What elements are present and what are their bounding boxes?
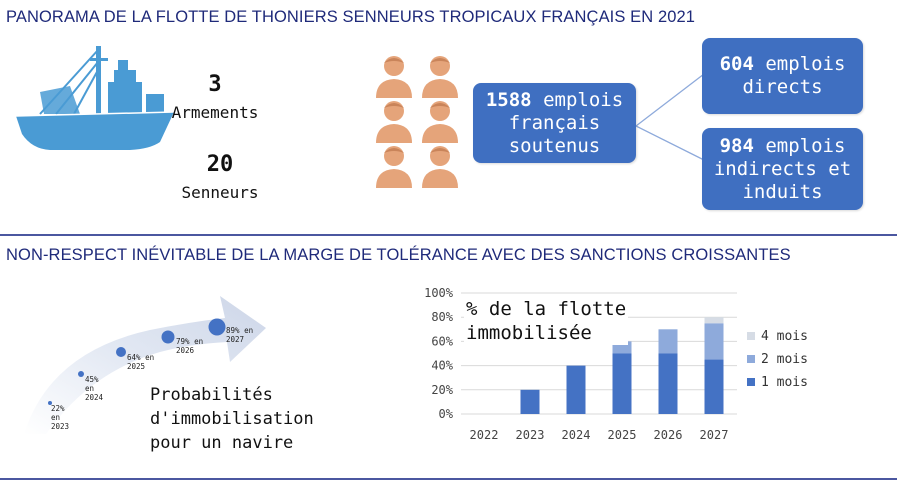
legend-label: 1 mois bbox=[761, 375, 808, 390]
senneurs-value: 20 bbox=[206, 152, 234, 177]
jobs-direct-number: 604 bbox=[719, 53, 754, 75]
chart-title: % de la flotte immobilisée bbox=[464, 297, 629, 345]
jobs-indirect-line2: indirects et bbox=[713, 157, 852, 180]
prob-label-2025: 64% en 2025 bbox=[127, 353, 155, 371]
section-divider-bottom bbox=[0, 478, 897, 480]
legend-swatch bbox=[747, 332, 755, 340]
jobs-total-line3: soutenus bbox=[508, 134, 601, 157]
bar-1-mois-2024 bbox=[566, 365, 586, 414]
jobs-indirect-number: 984 bbox=[719, 134, 754, 157]
section-title-non-respect: NON-RESPECT INÉVITABLE DE LA MARGE DE TO… bbox=[6, 246, 791, 264]
prob-dot-2027 bbox=[208, 318, 226, 336]
legend-swatch bbox=[747, 378, 755, 386]
legend-swatch bbox=[747, 355, 755, 363]
bar-2-mois-2027 bbox=[704, 323, 724, 360]
section-divider-top bbox=[0, 234, 897, 236]
chart-title-line1: % de la flotte bbox=[466, 298, 627, 320]
jobs-total-line2: français bbox=[508, 111, 601, 134]
prob-label-2024: 45% en 2024 bbox=[85, 375, 104, 402]
bar-4-mois-2027 bbox=[704, 317, 724, 324]
jobs-indirect-box: 984 emplois indirects et induits bbox=[702, 128, 863, 210]
armements-value: 3 bbox=[208, 72, 222, 97]
armements-label: Armements bbox=[171, 103, 259, 122]
senneurs-label: Senneurs bbox=[181, 183, 259, 202]
probability-caption-line3: pour un navire bbox=[150, 433, 294, 453]
probability-caption: Probabilités d'immobilisation pour un na… bbox=[150, 383, 314, 455]
prob-dot-2026 bbox=[161, 330, 175, 344]
tuna-seiner-ship-icon bbox=[15, 46, 175, 150]
jobs-direct-box: 604 emplois directs bbox=[702, 38, 863, 114]
prob-dot-2024 bbox=[78, 371, 84, 377]
prob-dot-2023 bbox=[48, 401, 52, 405]
jobs-indirect-line3: induits bbox=[742, 180, 823, 203]
probability-caption-line2: d'immobilisation bbox=[150, 409, 314, 429]
chart-title-line2: immobilisée bbox=[466, 322, 592, 344]
jobs-total-line1: emplois bbox=[543, 88, 624, 111]
y-tick-label: 40% bbox=[431, 359, 453, 373]
bar-1-mois-2026 bbox=[658, 353, 678, 414]
bar-1-mois-2027 bbox=[704, 359, 724, 414]
y-tick-label: 0% bbox=[439, 407, 454, 421]
jobs-total-box: 1588 emplois français soutenus bbox=[473, 83, 636, 163]
prob-label-2027: 89% en 2027 bbox=[226, 326, 254, 344]
jobs-direct-line2: directs bbox=[742, 76, 823, 98]
probability-dots bbox=[48, 318, 226, 405]
y-tick-label: 20% bbox=[431, 383, 453, 397]
jobs-direct-line1: emplois bbox=[765, 53, 846, 75]
probability-caption-line1: Probabilités bbox=[150, 385, 273, 405]
x-tick-label: 2023 bbox=[516, 428, 545, 442]
probability-arrow-icon bbox=[24, 296, 266, 434]
legend-label: 2 mois bbox=[761, 352, 808, 367]
x-tick-label: 2022 bbox=[470, 428, 499, 442]
jobs-total-number: 1588 bbox=[485, 88, 532, 111]
section-title-panorama: PANORAMA DE LA FLOTTE DE THONIERS SENNEU… bbox=[6, 8, 696, 26]
x-tick-label: 2026 bbox=[654, 428, 683, 442]
x-tick-label: 2027 bbox=[700, 428, 729, 442]
jobs-indirect-line1: emplois bbox=[765, 134, 846, 157]
connector-lines bbox=[635, 73, 705, 161]
y-tick-label: 100% bbox=[424, 286, 454, 300]
legend-label: 4 mois bbox=[761, 329, 808, 344]
prob-label-2023: 22% en 2023 bbox=[51, 404, 70, 431]
y-tick-label: 60% bbox=[431, 334, 453, 348]
bar-1-mois-2023 bbox=[520, 389, 540, 414]
people-group-icon bbox=[376, 56, 458, 188]
y-tick-label: 80% bbox=[431, 310, 453, 324]
x-tick-label: 2025 bbox=[608, 428, 637, 442]
prob-dot-2025 bbox=[116, 347, 126, 357]
bar-2-mois-2026 bbox=[658, 329, 678, 354]
prob-label-2026: 79% en 2026 bbox=[176, 337, 204, 355]
bar-1-mois-2025 bbox=[612, 353, 632, 414]
x-tick-label: 2024 bbox=[562, 428, 591, 442]
